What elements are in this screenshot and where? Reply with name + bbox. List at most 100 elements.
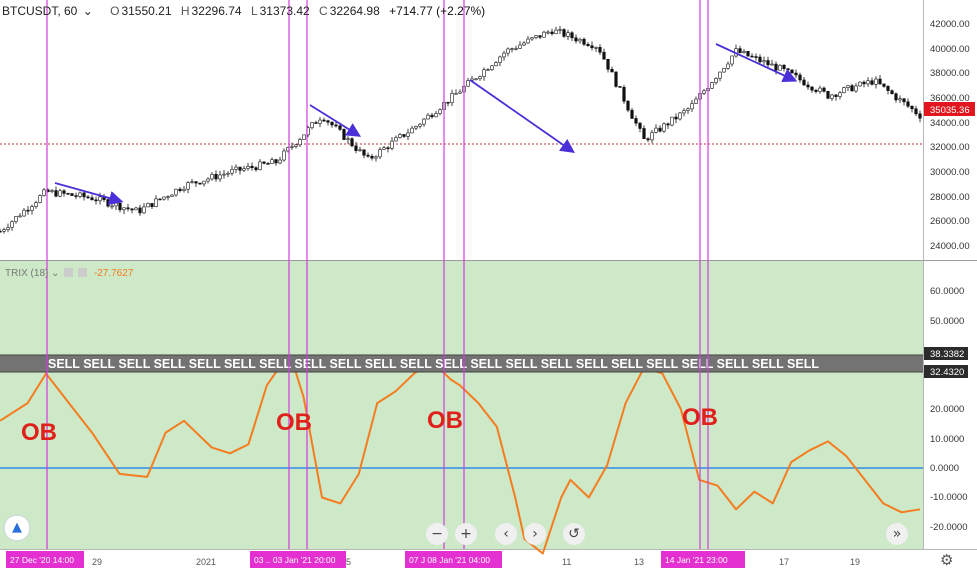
candle-body	[178, 188, 182, 192]
ob-label: OB	[276, 409, 312, 436]
candle-body	[910, 105, 914, 110]
candle-body	[606, 58, 610, 70]
trix-label[interactable]: TRIX (18)	[5, 268, 49, 279]
candle-body	[822, 87, 826, 92]
candle-body	[902, 98, 906, 103]
candle-body	[478, 76, 482, 80]
candle-body	[118, 202, 122, 211]
last-price-badge	[924, 102, 975, 116]
candle-body	[710, 82, 714, 89]
candle-body	[198, 182, 202, 185]
candle-body	[34, 202, 38, 207]
candle-body	[810, 86, 814, 91]
candle-body	[426, 114, 430, 120]
candle-body	[594, 47, 598, 49]
candle-body	[342, 129, 346, 140]
candle-body	[210, 174, 214, 180]
candle-body	[282, 150, 286, 161]
candle-body	[530, 37, 534, 40]
candle-body	[614, 71, 618, 87]
low-value: 31373.42	[259, 4, 310, 18]
scroll-right-button[interactable]: ›	[524, 523, 546, 545]
close-icon[interactable]	[78, 268, 88, 277]
time-tick: 17	[779, 557, 789, 567]
candle-body	[638, 122, 642, 129]
candle-body	[558, 29, 562, 31]
zoom-out-button[interactable]: −	[426, 523, 448, 545]
candle-body	[626, 100, 630, 111]
candle-body	[74, 195, 78, 197]
candle-body	[98, 196, 102, 202]
price-tick: 34000.00	[930, 118, 970, 129]
candle-body	[86, 196, 90, 199]
time-tick: 5	[346, 557, 351, 567]
candle-body	[382, 147, 386, 150]
candle-body	[374, 156, 378, 159]
candle-body	[246, 165, 250, 169]
candle-body	[454, 92, 458, 95]
trix-line	[0, 357, 921, 555]
candle-body	[818, 87, 822, 92]
candle-body	[42, 189, 46, 196]
candle-body	[314, 122, 318, 124]
chevron-down-icon[interactable]: ⌄	[51, 268, 60, 279]
chevron-down-icon[interactable]: ⌄	[82, 4, 93, 18]
candle-body	[398, 134, 402, 138]
symbol-legend: BTCUSDT, 60 ⌄ O 31550.21 H 32296.74 L 31373…	[2, 4, 487, 18]
candle-body	[6, 227, 10, 230]
scroll-left-button[interactable]: ‹	[495, 523, 517, 545]
candle-body	[686, 108, 690, 111]
symbol-label[interactable]: BTCUSDT, 60	[2, 4, 78, 18]
candle-body	[562, 29, 566, 37]
candle-body	[150, 203, 154, 207]
candle-body	[414, 125, 418, 129]
candle-body	[674, 116, 678, 120]
time-highlight-text: 14 Jan '21 23:00	[665, 555, 728, 565]
candle-body	[394, 137, 398, 142]
candle-body	[26, 209, 30, 212]
candle-body	[38, 195, 42, 203]
candle-body	[390, 140, 394, 149]
candle-body	[338, 125, 342, 130]
candle-body	[622, 87, 626, 102]
candle-body	[290, 146, 294, 148]
candle-body	[134, 207, 138, 211]
reset-chart-button[interactable]: ↺	[563, 523, 585, 545]
time-tick: 29	[92, 557, 102, 567]
trix-badge-lower	[924, 365, 968, 378]
time-highlight	[6, 551, 84, 568]
candle-body	[510, 48, 514, 50]
zoom-in-button[interactable]: +	[455, 523, 477, 545]
candle-body	[838, 92, 842, 97]
high-label: H	[180, 4, 190, 18]
candle-body	[794, 72, 798, 76]
candle-body	[450, 93, 454, 104]
candle-body	[726, 63, 730, 69]
candle-body	[758, 56, 762, 63]
candle-body	[906, 101, 910, 107]
candle-body	[274, 159, 278, 164]
candle-body	[678, 112, 682, 120]
candle-body	[582, 38, 586, 45]
candle-body	[366, 154, 370, 157]
candle-body	[430, 114, 434, 118]
scroll-to-realtime-button[interactable]: »	[886, 523, 908, 545]
time-tick: 11	[562, 557, 571, 567]
gear-icon[interactable]: ⚙	[940, 551, 954, 569]
candle-body	[278, 159, 282, 164]
candle-body	[326, 120, 330, 123]
trix-badge-upper	[924, 347, 968, 360]
price-tick: 42000.00	[930, 19, 970, 30]
candle-body	[602, 51, 606, 60]
low-label: L	[250, 4, 258, 18]
candle-body	[914, 108, 918, 115]
settings-icon[interactable]	[64, 268, 74, 277]
candle-body	[494, 62, 498, 67]
candle-body	[798, 74, 802, 81]
candle-body	[270, 159, 274, 164]
change-value: +714.77 (+2.27%)	[389, 4, 486, 18]
tradingview-logo-icon[interactable]: ▲	[4, 515, 30, 541]
candle-body	[770, 63, 774, 66]
candle-body	[78, 192, 82, 197]
candle-body	[90, 197, 94, 201]
